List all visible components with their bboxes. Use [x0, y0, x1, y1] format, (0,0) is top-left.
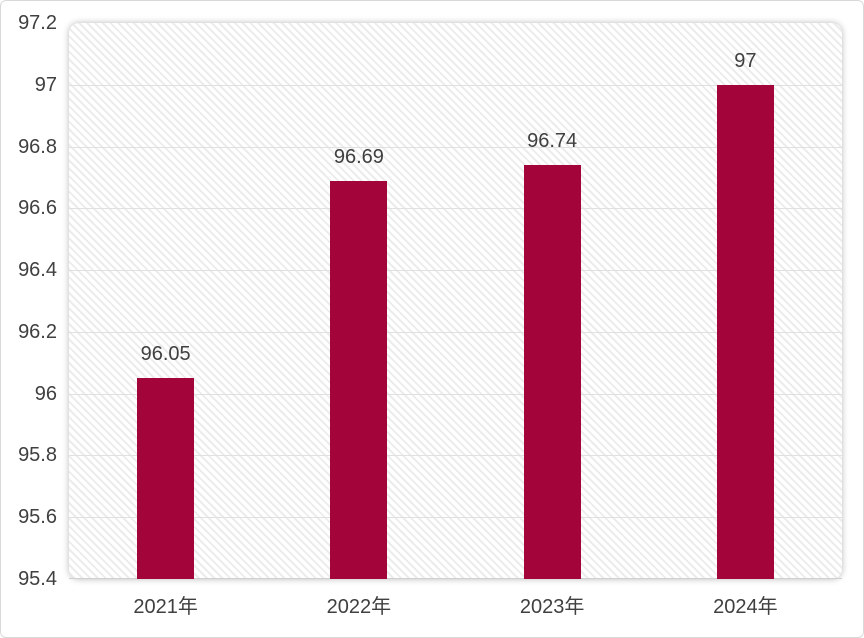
- bar-2024年: [716, 84, 774, 579]
- y-tick-label: 95.8: [18, 444, 57, 467]
- y-tick-label: 97.2: [18, 12, 57, 34]
- bar-2021年: [137, 378, 195, 579]
- bar-2023年: [523, 165, 581, 579]
- y-tick-label: 97: [34, 73, 57, 96]
- data-label-2022年: 96.69: [333, 145, 384, 168]
- gridline-96.2: [69, 331, 842, 333]
- x-tick-label-2023年: 2023年: [519, 596, 585, 618]
- gridline-95.8: [69, 455, 842, 457]
- gridline-96.6: [69, 208, 842, 210]
- y-tick-label: 96.4: [18, 259, 57, 282]
- y-tick-label: 95.6: [18, 506, 57, 529]
- y-tick-label: 96.6: [18, 197, 57, 220]
- x-axis-line: [69, 578, 842, 579]
- gridline-95.6: [69, 517, 842, 519]
- y-tick-label: 96.2: [18, 320, 57, 343]
- gridline-97: [69, 84, 842, 86]
- x-tick-label-2021年: 2021年: [133, 596, 198, 618]
- data-label-2021年: 96.05: [140, 343, 191, 366]
- gridline-96.4: [69, 270, 842, 272]
- bar-2022年: [330, 180, 388, 579]
- y-tick-label: 95.4: [18, 568, 57, 590]
- y-tick-label: 96: [34, 382, 57, 405]
- plot-area: [69, 23, 842, 579]
- data-label-2023年: 96.74: [527, 130, 578, 153]
- gridline-96.8: [69, 146, 842, 148]
- x-tick-label-2022年: 2022年: [326, 596, 392, 618]
- y-tick-label: 96.8: [18, 135, 57, 158]
- gridline-96: [69, 393, 842, 395]
- data-label-2024年: 97: [734, 49, 757, 72]
- x-tick-label-2024年: 2024年: [713, 596, 778, 618]
